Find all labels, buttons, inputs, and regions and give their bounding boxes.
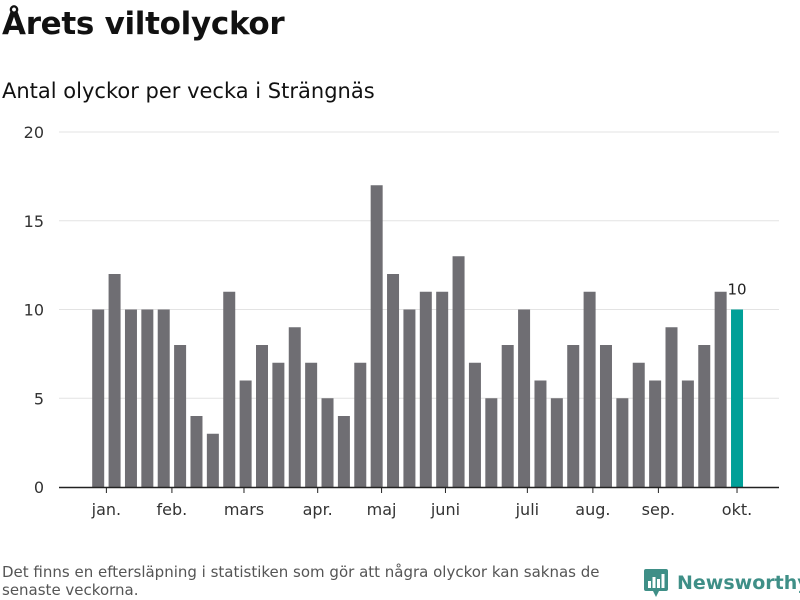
brand-name: Newsworthy [677, 572, 800, 594]
x-axis-labels: jan. feb. mars apr. maj juni juli aug. sep. okt. [91, 487, 752, 519]
highlight-value-label: 10 [727, 281, 746, 299]
bar [468, 362, 481, 487]
y-tick-label: 5 [34, 389, 44, 408]
x-tick-label: aug. [575, 500, 610, 519]
bar [534, 380, 547, 487]
bar [714, 291, 727, 487]
bar [387, 274, 400, 487]
bar [305, 362, 318, 487]
bar [223, 291, 236, 487]
bar [370, 185, 383, 487]
x-tick-label: okt. [722, 500, 752, 519]
bar [124, 309, 137, 487]
bar-chart: 0 5 10 15 20 jan. feb. mars apr. maj juni juli aug.… [24, 123, 779, 519]
bar [681, 380, 694, 487]
bar [698, 345, 711, 487]
brand: Newsworthy [643, 568, 800, 598]
x-tick-label: juni [430, 500, 460, 519]
x-tick-label: feb. [157, 500, 188, 519]
bar [272, 362, 285, 487]
bar [419, 291, 432, 487]
x-tick-label: maj [367, 500, 397, 519]
y-tick-label: 0 [34, 478, 44, 497]
bar [649, 380, 662, 487]
bar [518, 309, 531, 487]
bar [174, 345, 187, 487]
bar [157, 309, 170, 487]
bar [599, 345, 612, 487]
bar [288, 327, 301, 487]
bar [403, 309, 416, 487]
bar [501, 345, 514, 487]
bar [256, 345, 268, 487]
bar [108, 274, 121, 487]
bar [190, 416, 203, 487]
x-tick-label: sep. [642, 500, 675, 519]
bar [141, 309, 154, 487]
y-tick-label: 15 [24, 212, 44, 231]
x-tick-label: juli [515, 500, 539, 519]
chart-title: Årets viltolyckor [2, 6, 285, 42]
bar [567, 345, 580, 487]
bar [632, 362, 645, 487]
bar [583, 291, 596, 487]
bar [337, 416, 350, 487]
y-tick-label: 20 [24, 123, 44, 142]
y-tick-label: 10 [24, 301, 44, 320]
bars [92, 185, 744, 487]
x-tick-label: jan. [91, 500, 121, 519]
bar [616, 398, 629, 487]
bar [239, 380, 252, 487]
data-labels: 10 [727, 281, 746, 299]
bar [550, 398, 563, 487]
bar [92, 309, 105, 487]
footnote: Det finns en eftersläpning i statistiken… [2, 563, 600, 599]
bar [665, 327, 678, 487]
x-tick-label: mars [224, 500, 264, 519]
bar [452, 256, 465, 487]
bar [485, 398, 498, 487]
bar [354, 362, 367, 487]
y-axis-labels: 0 5 10 15 20 [24, 123, 44, 497]
bar [436, 291, 449, 487]
newsworthy-logo-icon [644, 569, 668, 597]
bar [206, 433, 219, 487]
bar [321, 398, 334, 487]
chart-subtitle: Antal olyckor per vecka i Strängnäs [2, 79, 375, 103]
bar-highlight [731, 309, 744, 487]
x-tick-label: apr. [303, 500, 333, 519]
